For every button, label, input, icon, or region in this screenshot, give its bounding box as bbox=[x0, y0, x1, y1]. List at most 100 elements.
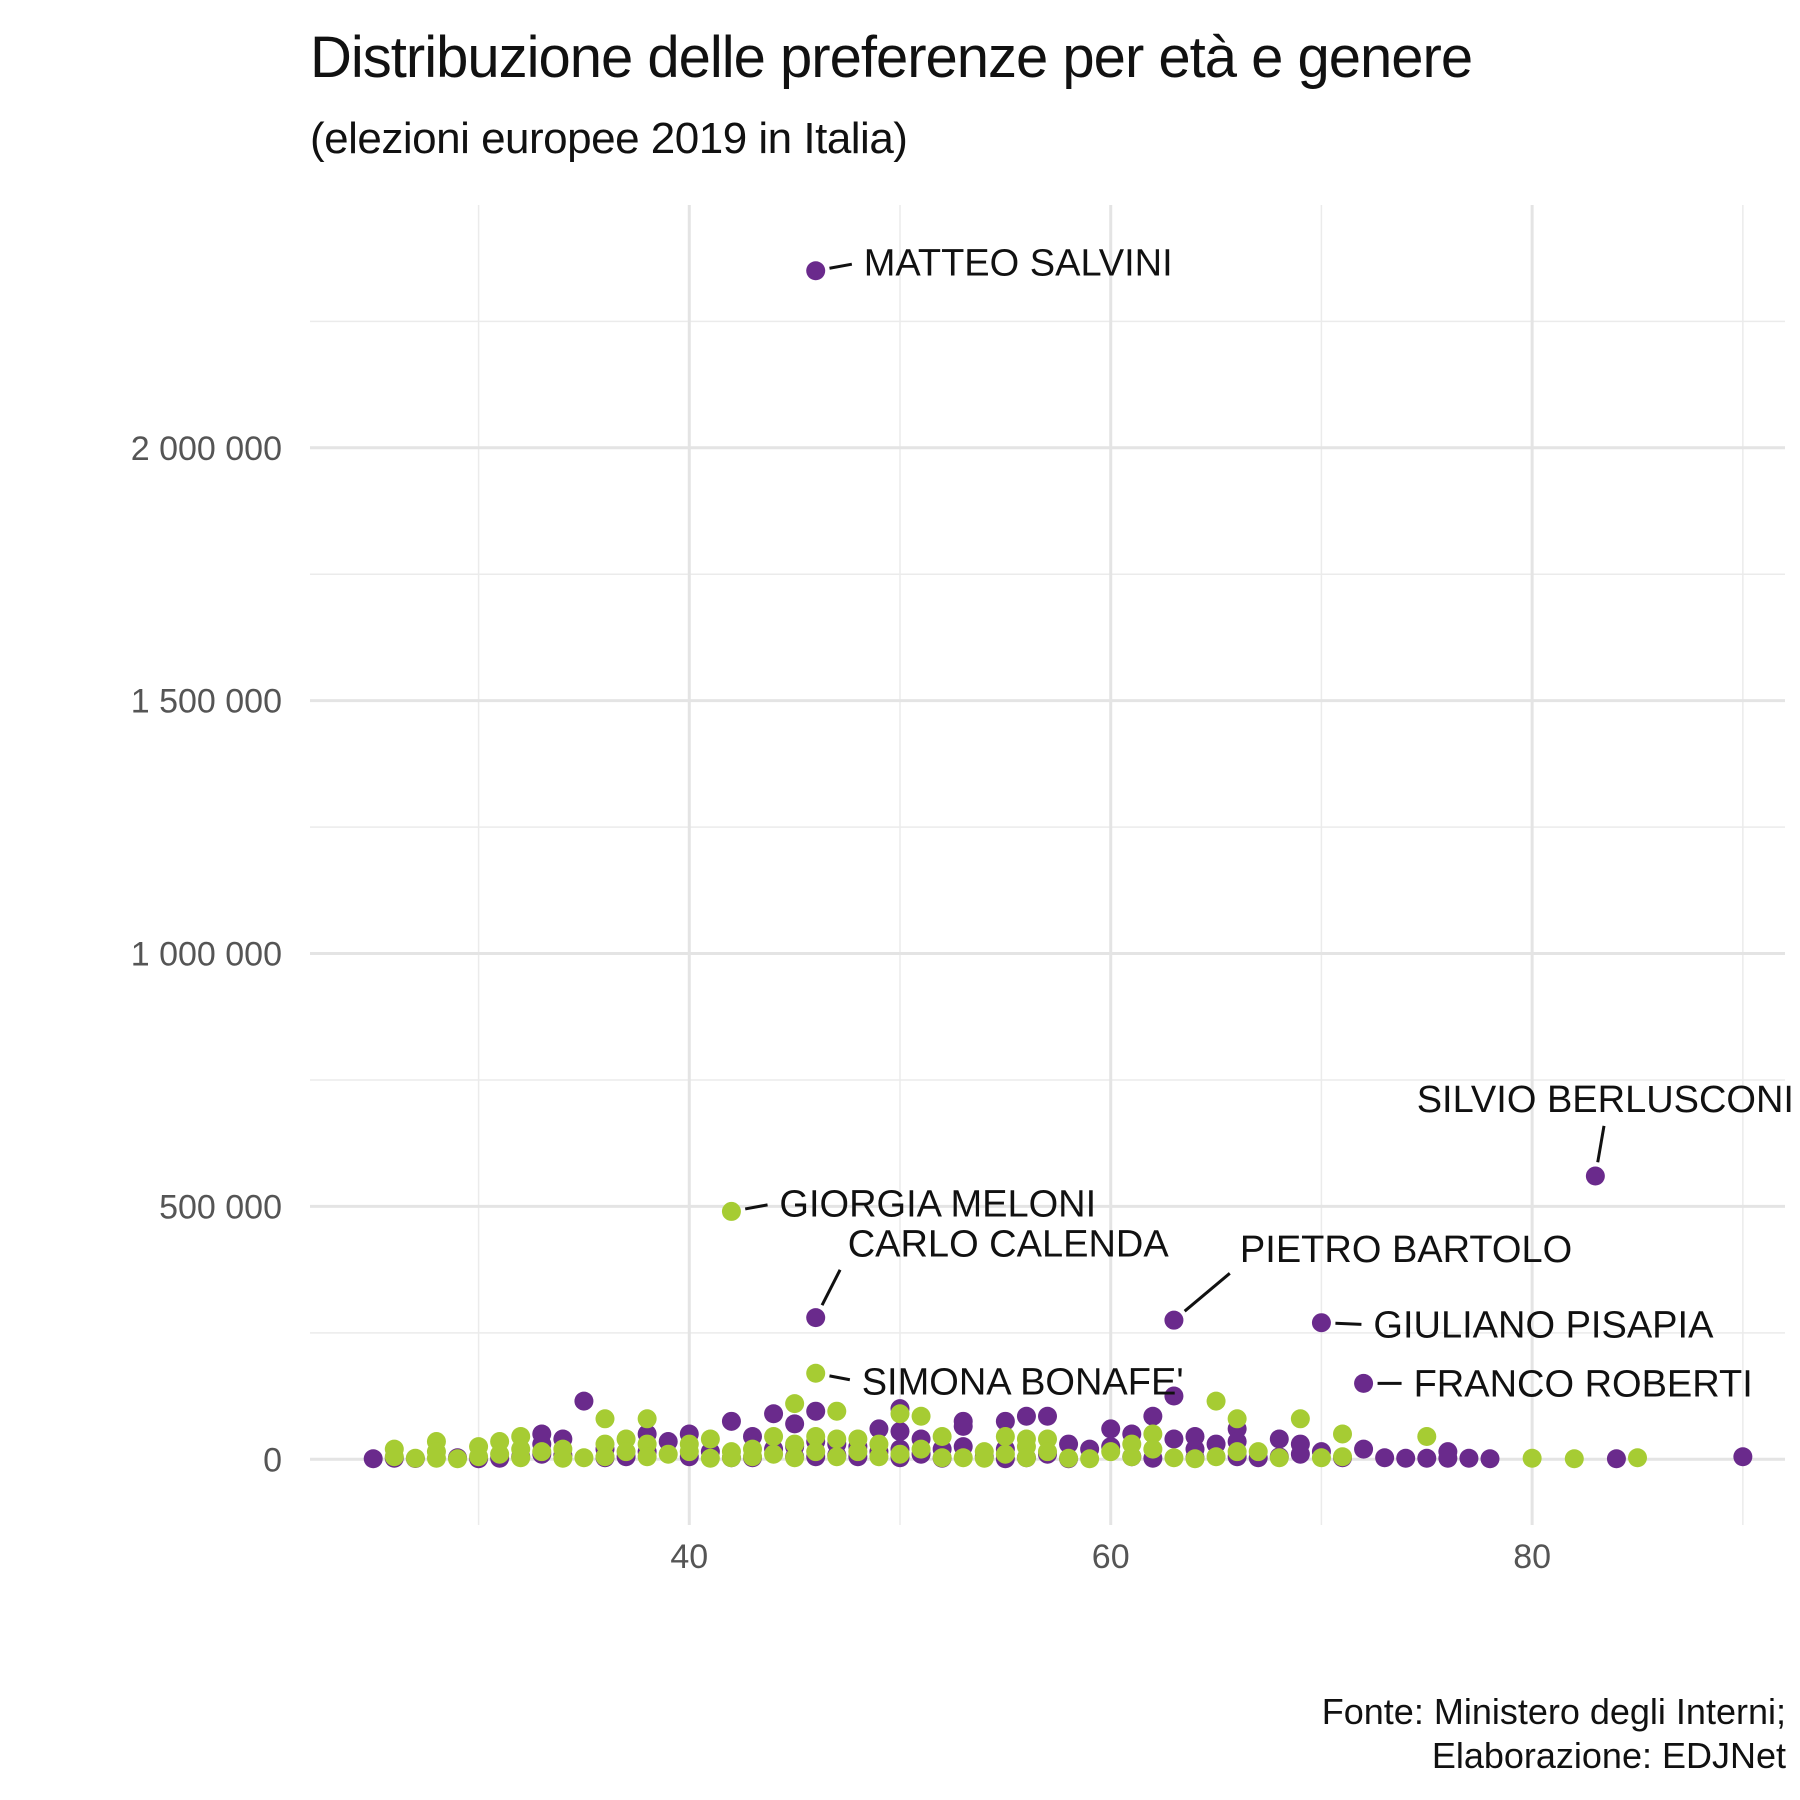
data-point bbox=[1227, 1409, 1247, 1429]
data-point bbox=[974, 1448, 994, 1468]
data-point bbox=[806, 1363, 826, 1383]
data-point bbox=[574, 1391, 594, 1411]
data-point bbox=[1417, 1426, 1437, 1446]
data-point bbox=[1269, 1448, 1289, 1468]
data-point bbox=[785, 1448, 805, 1468]
y-tick-label: 1 500 000 bbox=[131, 683, 282, 721]
data-point bbox=[1606, 1449, 1626, 1469]
y-tick-label: 2 000 000 bbox=[131, 430, 282, 468]
chart-caption: Fonte: Ministero degli Interni; Elaboraz… bbox=[1322, 1690, 1786, 1778]
data-point bbox=[1059, 1448, 1079, 1468]
caption-credit: Elaborazione: EDJNet bbox=[1431, 1735, 1786, 1776]
annotation-label: GIORGIA MELONI bbox=[779, 1183, 1096, 1225]
data-point bbox=[785, 1414, 805, 1434]
data-point bbox=[911, 1439, 931, 1459]
annotation-label: PIETRO BARTOLO bbox=[1240, 1229, 1572, 1271]
data-point bbox=[1354, 1439, 1374, 1459]
annotation-leader-line bbox=[820, 1269, 842, 1306]
data-point bbox=[721, 1201, 741, 1221]
data-point bbox=[426, 1448, 446, 1468]
data-point bbox=[890, 1444, 910, 1464]
data-point bbox=[1016, 1406, 1036, 1426]
data-point bbox=[721, 1448, 741, 1468]
data-point bbox=[1059, 1434, 1079, 1454]
data-point bbox=[785, 1394, 805, 1414]
data-point bbox=[1459, 1448, 1479, 1468]
chart-title: Distribuzione delle preferenze per età e… bbox=[310, 25, 1473, 90]
data-point bbox=[995, 1426, 1015, 1446]
data-point bbox=[827, 1401, 847, 1421]
data-point bbox=[1354, 1373, 1374, 1393]
data-point bbox=[932, 1448, 952, 1468]
data-point bbox=[1333, 1424, 1352, 1444]
x-tick-label: 80 bbox=[1513, 1538, 1551, 1576]
data-point bbox=[532, 1424, 552, 1444]
x-axis-ticks: 40 60 80 bbox=[670, 1538, 1551, 1576]
data-point bbox=[953, 1416, 973, 1436]
data-point bbox=[574, 1448, 594, 1468]
data-point bbox=[1333, 1447, 1352, 1467]
annotation-leader-line bbox=[744, 1203, 768, 1211]
y-tick-label: 0 bbox=[263, 1441, 282, 1479]
data-point bbox=[1290, 1444, 1310, 1464]
data-point bbox=[1311, 1448, 1331, 1468]
data-point bbox=[616, 1442, 636, 1462]
annotation-label: MATTEO SALVINI bbox=[864, 243, 1173, 285]
annotation-label: SILVIO BERLUSCONI bbox=[1417, 1079, 1794, 1121]
data-point bbox=[700, 1429, 720, 1449]
y-tick-label: 1 000 000 bbox=[131, 936, 282, 974]
annotation-leader-line bbox=[1183, 1272, 1231, 1313]
data-point bbox=[405, 1448, 425, 1468]
annotation-label: SIMONA BONAFE' bbox=[862, 1361, 1184, 1403]
data-point bbox=[1417, 1448, 1437, 1468]
data-point bbox=[1375, 1448, 1395, 1468]
data-point bbox=[995, 1411, 1015, 1431]
data-point bbox=[1206, 1447, 1226, 1467]
data-point bbox=[806, 261, 826, 281]
data-point bbox=[637, 1447, 657, 1467]
data-point bbox=[806, 1442, 826, 1462]
data-point bbox=[679, 1442, 699, 1462]
data-point bbox=[1438, 1448, 1458, 1468]
data-point bbox=[1206, 1391, 1226, 1411]
point-annotations: MATTEO SALVINI SILVIO BERLUSCONI GIORGIA M… bbox=[744, 243, 1794, 1405]
data-point bbox=[658, 1444, 678, 1464]
data-point bbox=[743, 1447, 762, 1467]
data-point bbox=[1248, 1442, 1268, 1462]
data-point bbox=[848, 1442, 868, 1462]
data-point bbox=[511, 1448, 531, 1468]
data-point bbox=[1038, 1442, 1057, 1462]
data-point bbox=[1185, 1449, 1205, 1469]
data-point bbox=[490, 1444, 510, 1464]
grid-minor bbox=[310, 205, 1785, 1525]
data-point bbox=[869, 1434, 889, 1454]
data-point bbox=[827, 1447, 847, 1467]
data-point bbox=[806, 1308, 826, 1328]
annotation-label: GIULIANO PISAPIA bbox=[1373, 1305, 1714, 1347]
data-point bbox=[932, 1426, 952, 1446]
data-point bbox=[806, 1426, 826, 1446]
data-point bbox=[1522, 1448, 1542, 1468]
data-point bbox=[1164, 1310, 1184, 1330]
data-point bbox=[911, 1406, 931, 1426]
data-point bbox=[806, 1401, 826, 1421]
data-point bbox=[764, 1404, 784, 1424]
data-point bbox=[1164, 1386, 1184, 1406]
data-points bbox=[363, 261, 1753, 1469]
data-point bbox=[1080, 1449, 1100, 1469]
data-point bbox=[721, 1411, 741, 1431]
data-point bbox=[384, 1447, 404, 1467]
data-point bbox=[595, 1447, 615, 1467]
data-point bbox=[1016, 1448, 1036, 1468]
data-point bbox=[1628, 1448, 1647, 1468]
data-point bbox=[1101, 1442, 1121, 1462]
data-point bbox=[827, 1429, 847, 1449]
data-point bbox=[953, 1448, 973, 1468]
x-tick-label: 60 bbox=[1092, 1538, 1130, 1576]
data-point bbox=[700, 1448, 720, 1468]
data-point bbox=[1143, 1424, 1163, 1444]
annotation-label: CARLO CALENDA bbox=[848, 1224, 1170, 1266]
data-point bbox=[785, 1434, 805, 1454]
data-point bbox=[553, 1448, 573, 1468]
data-point bbox=[1480, 1449, 1500, 1469]
